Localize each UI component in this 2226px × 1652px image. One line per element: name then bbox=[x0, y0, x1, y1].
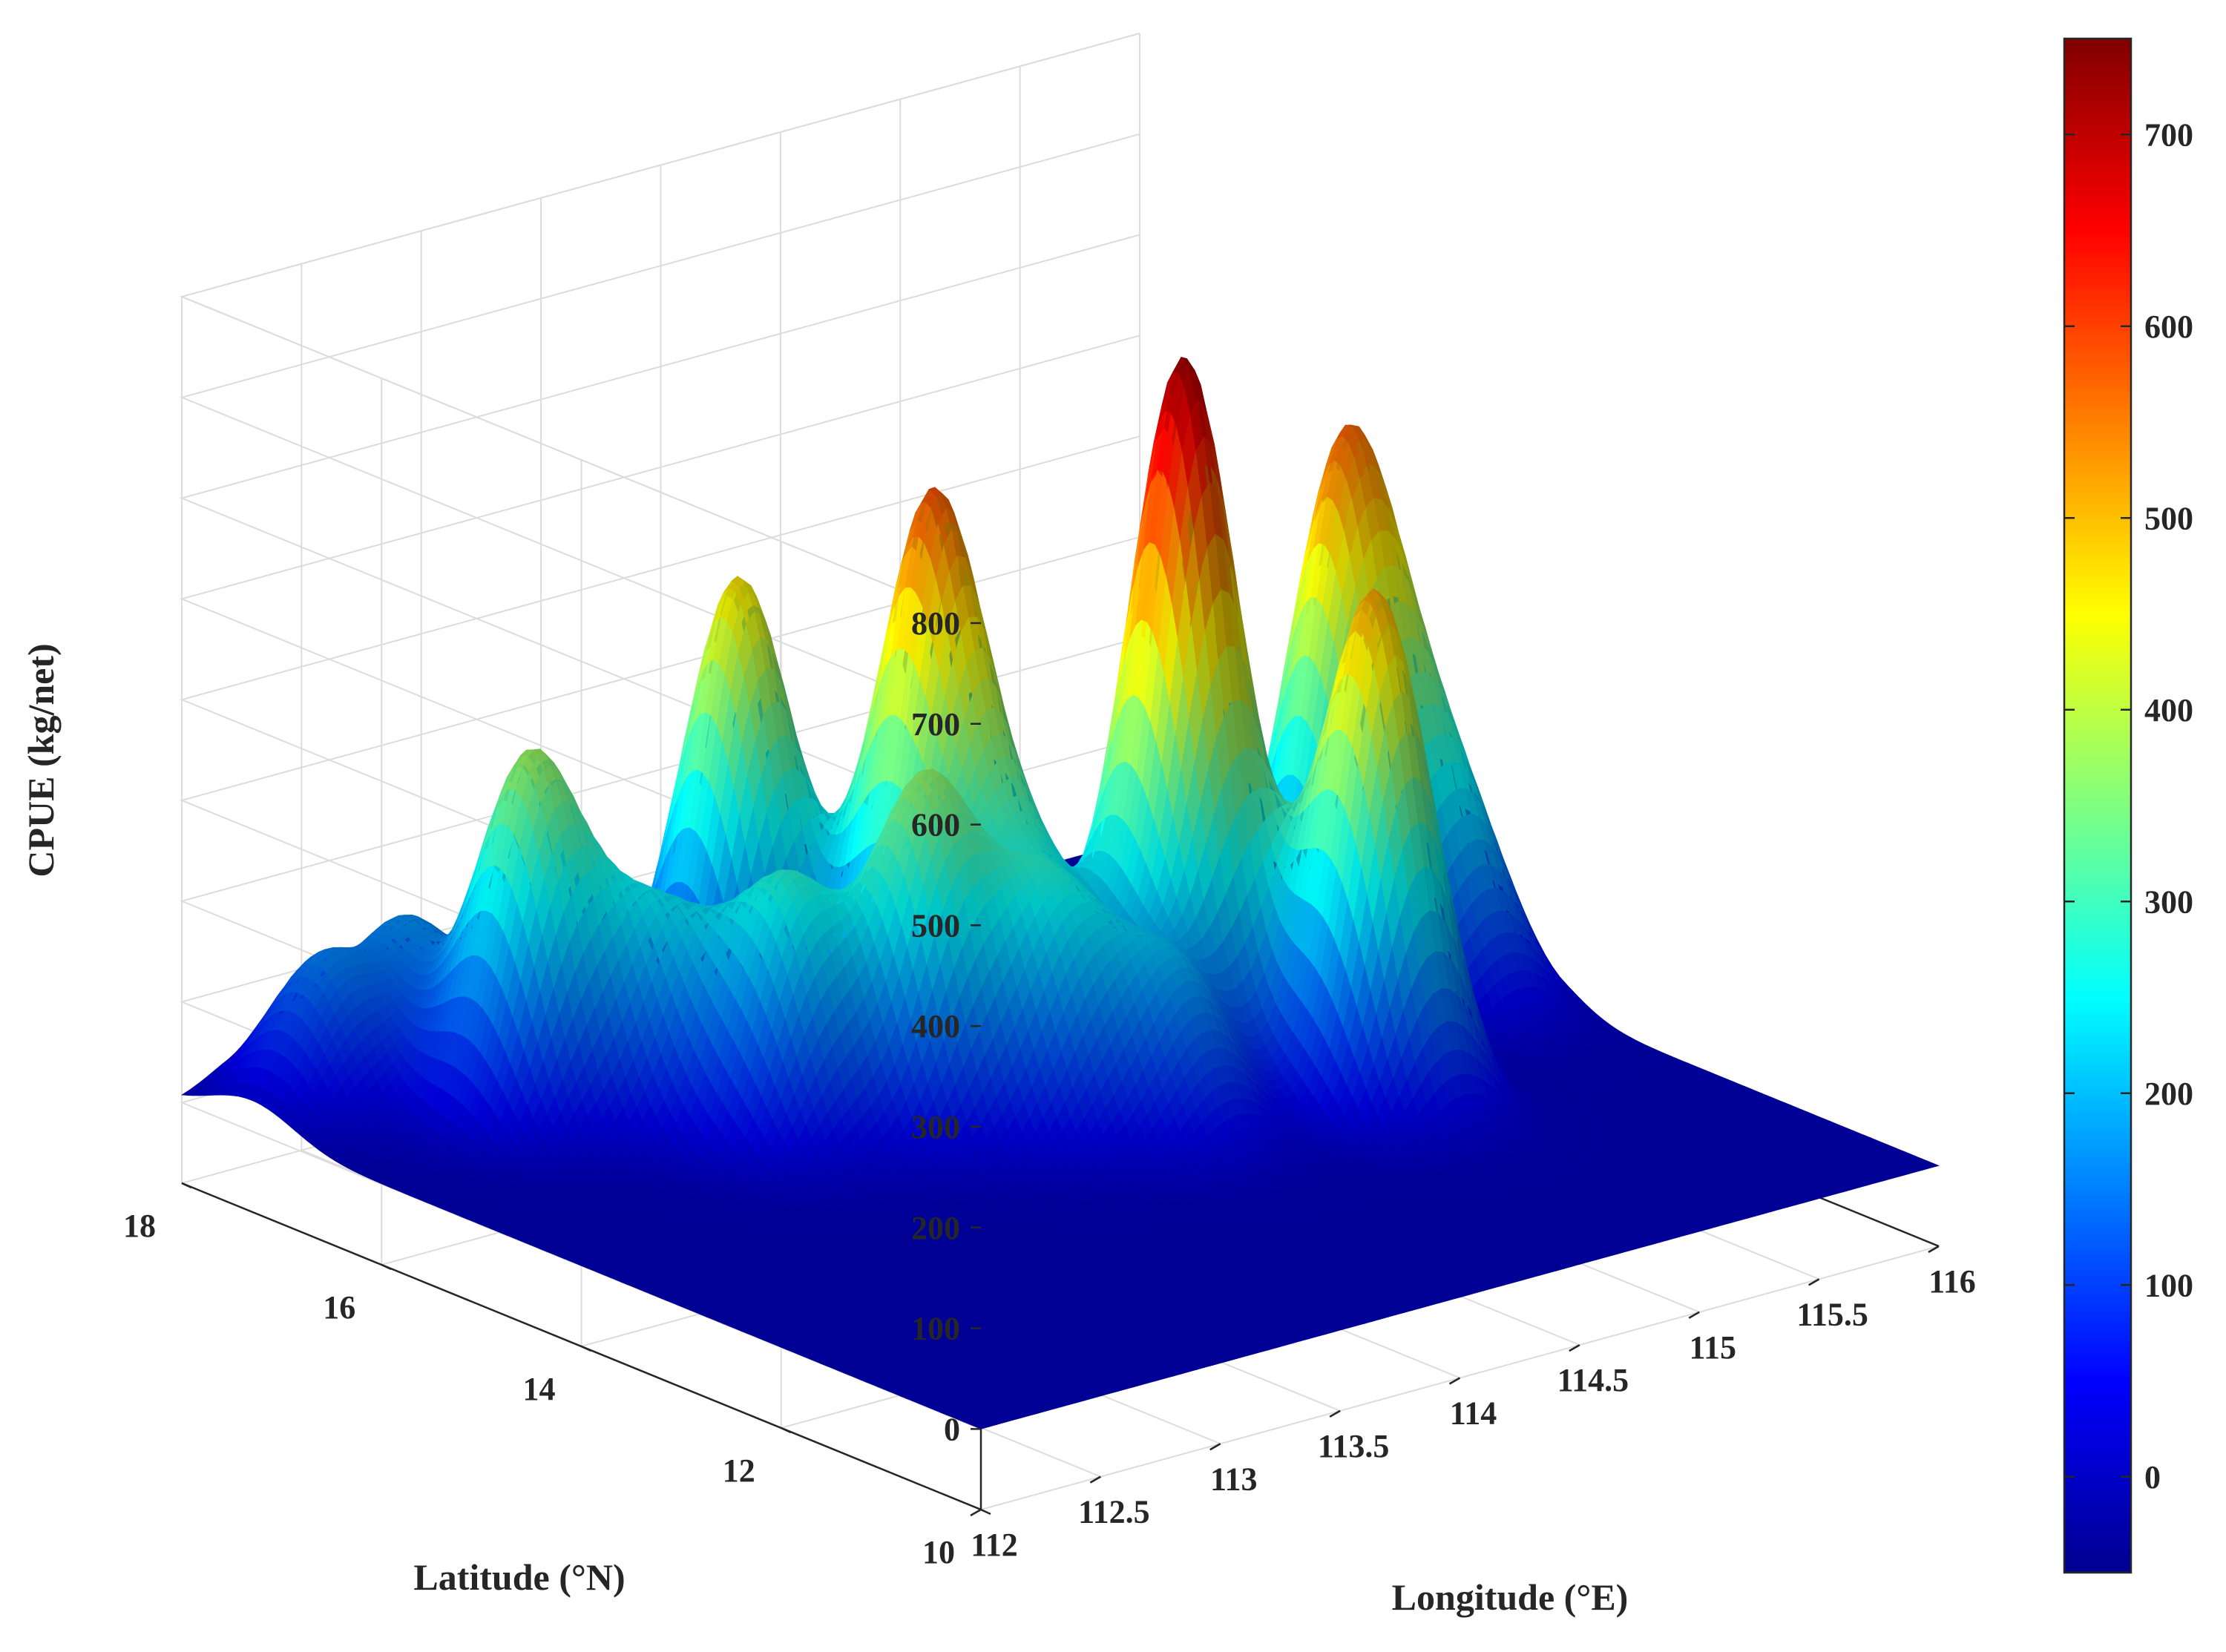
surface-layer bbox=[182, 358, 1939, 1429]
